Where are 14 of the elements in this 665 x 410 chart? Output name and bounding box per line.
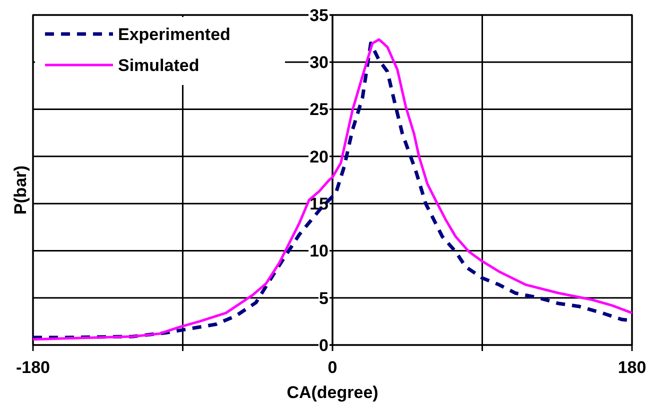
y-tick-label: 20: [310, 147, 328, 166]
y-tick-label: 25: [310, 100, 328, 120]
y-tick-label: 10: [310, 242, 328, 261]
legend-label: Experimented: [118, 24, 230, 44]
y-tick-label: 0: [319, 336, 328, 355]
y-tick-label: 15: [310, 194, 328, 214]
x-tick-label: -180: [16, 358, 50, 377]
x-tick-label: 180: [618, 358, 646, 377]
legend-label: Simulated: [118, 56, 200, 75]
y-tick-label: 35: [310, 6, 328, 25]
y-tick-label: 5: [319, 288, 328, 308]
y-axis-title: P(bar): [11, 165, 30, 215]
x-axis-title: CA(degree): [286, 383, 378, 402]
y-tick-label: 30: [310, 53, 328, 72]
